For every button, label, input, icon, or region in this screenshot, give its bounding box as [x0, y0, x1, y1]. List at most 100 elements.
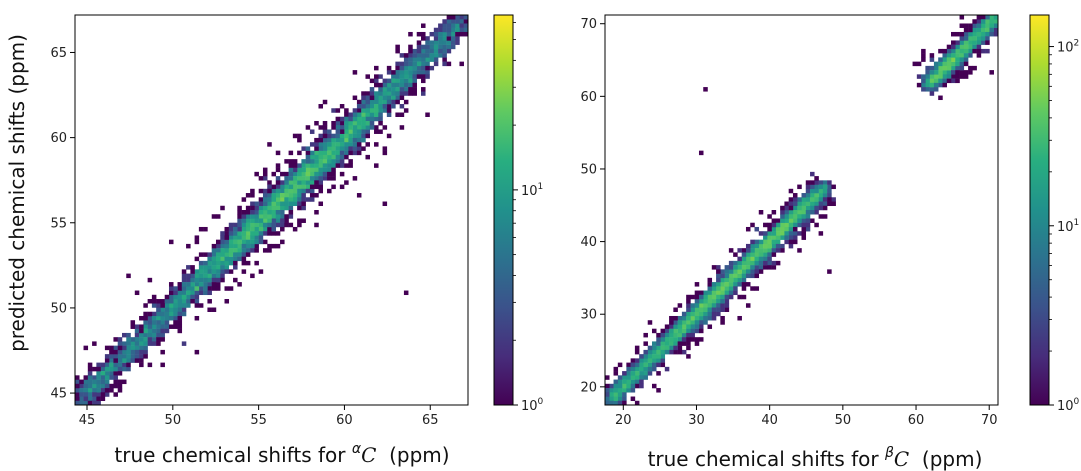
heatmap-cell	[168, 239, 174, 245]
heatmap-cell	[254, 260, 259, 266]
heatmap-cell	[433, 27, 439, 33]
heatmap-cell	[352, 125, 358, 130]
heatmap-cell	[245, 222, 251, 228]
heatmap-cell	[220, 243, 225, 249]
heatmap-cell	[827, 201, 832, 207]
heatmap-cell	[224, 299, 230, 304]
heatmap-cell	[233, 252, 238, 257]
heatmap-cell	[412, 82, 417, 88]
heatmap-cell	[929, 78, 935, 84]
heatmap-cell	[771, 243, 777, 249]
heatmap-cell	[664, 337, 670, 342]
heatmap-cell	[237, 239, 242, 245]
heatmap-cell	[972, 23, 977, 28]
heatmap-cell	[690, 328, 695, 334]
y-tick-label: 40	[580, 235, 597, 250]
heatmap-cell	[775, 218, 781, 223]
heatmap-cell	[160, 349, 165, 355]
heatmap-cell	[168, 286, 174, 291]
heatmap-cell	[681, 311, 687, 317]
heatmap-cell	[946, 57, 952, 62]
heatmap-cell	[929, 53, 935, 58]
heatmap-cell	[254, 243, 259, 249]
heatmap-cell	[335, 146, 341, 151]
heatmap-cell	[681, 324, 687, 329]
heatmap-cell	[669, 320, 674, 325]
heatmap-cell	[741, 248, 747, 253]
heatmap-cell	[331, 159, 336, 164]
heatmap-cell	[391, 78, 396, 84]
heatmap-cell	[955, 61, 960, 67]
heatmap-cell	[301, 205, 306, 211]
colorbar-tick-label: 102	[1057, 39, 1079, 56]
heatmap-cell	[733, 290, 738, 296]
heatmap-cell	[651, 328, 657, 334]
heatmap-cell	[275, 205, 281, 211]
heatmap-cell	[352, 176, 358, 181]
heatmap-cell	[792, 226, 798, 232]
heatmap-cell	[365, 74, 370, 79]
heatmap-cell	[408, 78, 413, 84]
heatmap-cell	[942, 82, 947, 88]
heatmap-cell	[946, 61, 952, 67]
heatmap-cell	[96, 388, 101, 393]
heatmap-cell	[348, 133, 353, 139]
heatmap-cell	[301, 201, 306, 207]
heatmap-cell	[442, 40, 447, 45]
heatmap-cell	[134, 337, 140, 342]
heatmap-cell	[771, 260, 777, 266]
heatmap-cell	[143, 332, 148, 338]
heatmap-cell	[686, 345, 691, 351]
heatmap-cell	[356, 125, 362, 130]
heatmap-cell	[801, 218, 807, 223]
heatmap-cell	[728, 282, 734, 287]
heatmap-cell	[87, 375, 93, 380]
heatmap-cell	[673, 332, 678, 338]
heatmap-cell	[459, 61, 464, 67]
heatmap-cell	[271, 171, 277, 177]
heatmap-cell	[211, 214, 217, 219]
heatmap-cell	[985, 23, 990, 28]
heatmap-cell	[818, 188, 824, 194]
heatmap-cell	[262, 214, 268, 219]
heatmap-cell	[750, 273, 755, 279]
heatmap-cell	[156, 315, 161, 321]
heatmap-cell	[87, 371, 93, 376]
heatmap-cell	[660, 345, 666, 351]
heatmap-cell	[143, 341, 148, 346]
heatmap-cell	[634, 366, 640, 372]
heatmap-cell	[763, 231, 768, 236]
heatmap-cell	[207, 269, 212, 274]
heatmap-cell	[113, 379, 118, 385]
heatmap-cell	[442, 19, 447, 24]
heatmap-cell	[361, 108, 366, 113]
heatmap-cell	[801, 197, 807, 202]
heatmap-cell	[656, 362, 661, 368]
heatmap-cell	[262, 188, 268, 194]
heatmap-cell	[250, 273, 255, 279]
heatmap-cell	[126, 354, 131, 359]
heatmap-cell	[160, 315, 165, 321]
heatmap-cell	[139, 362, 144, 368]
heatmap-cell	[985, 27, 990, 33]
heatmap-cell	[664, 349, 670, 355]
heatmap-cell	[763, 260, 768, 266]
heatmap-cell	[822, 201, 828, 207]
heatmap-cell	[181, 286, 187, 291]
heatmap-cell	[344, 112, 349, 117]
heatmap-cell	[711, 286, 717, 291]
heatmap-cell	[728, 277, 734, 283]
heatmap-cell	[686, 307, 691, 312]
heatmap-cell	[352, 70, 358, 75]
heatmap-cell	[301, 171, 306, 177]
heatmap-cell	[327, 167, 332, 173]
heatmap-cell	[617, 362, 623, 368]
heatmap-cell	[784, 214, 789, 219]
heatmap-cell	[656, 388, 661, 393]
heatmap-cell	[121, 345, 127, 351]
heatmap-cell	[694, 328, 700, 334]
heatmap-cell	[117, 379, 123, 385]
heatmap-cell	[613, 388, 619, 393]
heatmap-cell	[408, 65, 413, 71]
heatmap-cell	[690, 337, 695, 342]
